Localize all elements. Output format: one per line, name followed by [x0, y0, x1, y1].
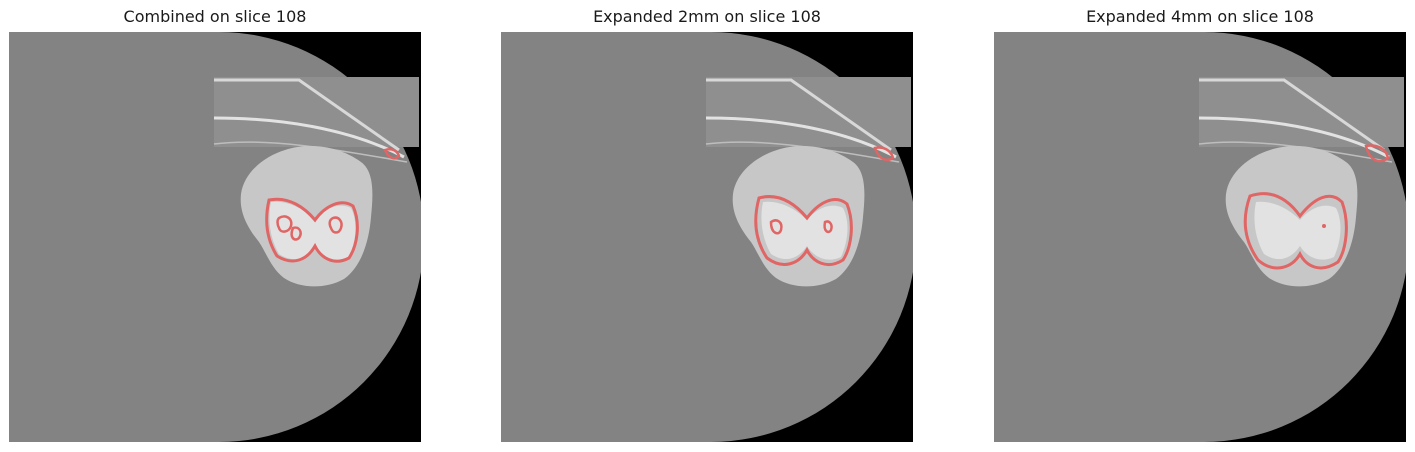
table-line-thin [213, 141, 408, 163]
panel-expanded-2mm: Expanded 2mm on slice 108 [501, 0, 913, 452]
contour-main [1243, 192, 1348, 270]
ct-slice-svg [9, 32, 421, 442]
ct-slice-image [501, 32, 913, 442]
table-band [214, 77, 419, 147]
panel-combined: Combined on slice 108 [9, 0, 421, 452]
table-line-lower [1198, 116, 1390, 159]
ct-slice-svg [501, 32, 913, 442]
contour-small [1364, 144, 1390, 163]
table-band [1199, 77, 1404, 147]
contour-main [265, 197, 359, 263]
table-band [706, 77, 911, 147]
table-line-lower [213, 116, 405, 159]
panel-expanded-4mm: Expanded 4mm on slice 108 [994, 0, 1406, 452]
panel-title: Expanded 4mm on slice 108 [1086, 7, 1314, 26]
contour-inner-left [769, 219, 783, 235]
table-line-upper [706, 78, 892, 152]
contour-inner-right [823, 220, 833, 234]
table-line-upper [214, 78, 400, 152]
contour-small [383, 148, 401, 160]
ct-slice-image [994, 32, 1406, 442]
contour-small [873, 146, 895, 162]
table-line-thin [705, 141, 900, 163]
ct-slice-image [9, 32, 421, 442]
bone-region [1254, 201, 1341, 260]
bone-region [269, 201, 356, 260]
table-line-upper [1199, 78, 1385, 152]
ct-slice-svg [994, 32, 1406, 442]
contour-inner-left-2 [290, 226, 302, 241]
bone-region [761, 201, 848, 260]
contour-inner-left [276, 215, 293, 233]
panel-title: Expanded 2mm on slice 108 [593, 7, 821, 26]
panel-title: Combined on slice 108 [123, 7, 307, 26]
contour-main [754, 195, 853, 266]
contour-dot [1322, 224, 1326, 228]
contour-inner-right [328, 216, 343, 234]
table-line-thin [1198, 141, 1393, 163]
